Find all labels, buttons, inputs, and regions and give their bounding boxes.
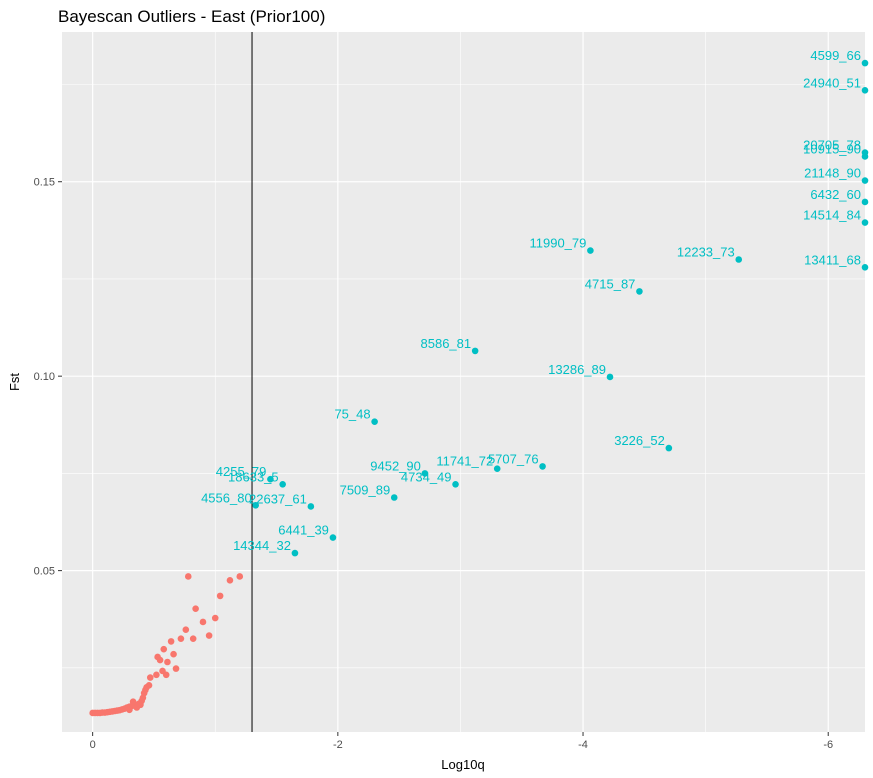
outlier-point: [252, 501, 260, 509]
x-tick-label: -2: [333, 739, 343, 751]
non-outlier-point: [164, 658, 171, 666]
outlier-point: [291, 549, 299, 557]
outlier-label: 13411_68: [804, 252, 861, 267]
non-outlier-point: [129, 698, 137, 705]
outlier-point: [279, 480, 286, 488]
non-outlier-point: [205, 632, 213, 639]
non-outlier-point: [172, 665, 180, 672]
outlier-label: 8586_81: [421, 336, 472, 351]
outlier-point: [539, 463, 546, 470]
outlier-point: [493, 465, 501, 473]
outlier-point: [587, 247, 594, 254]
outlier-point: [452, 480, 459, 488]
x-tick-label: 0: [90, 739, 96, 751]
outlier-label: 22637_61: [249, 491, 307, 506]
x-tick-label: -6: [823, 739, 833, 751]
non-outlier-point: [177, 635, 185, 642]
non-outlier-point: [146, 674, 154, 681]
non-outlier-point: [226, 577, 234, 584]
outlier-label: 18633_5: [228, 469, 279, 484]
outlier-label: 6441_39: [278, 523, 329, 538]
outlier-label: 10915_90: [803, 141, 861, 156]
non-outlier-point: [236, 573, 244, 580]
y-tick-label: 0.15: [34, 177, 55, 189]
y-axis-title: Fst: [7, 373, 22, 391]
outlier-point: [735, 256, 743, 263]
axis-ticks: 0 -2 -4 -6 0.05 0.10 0.15: [34, 177, 834, 751]
outlier-label: 21148_90: [804, 166, 861, 181]
chart-title: Bayescan Outliers - East (Prior100): [58, 7, 325, 26]
outlier-point: [861, 219, 869, 226]
outlier-label: 4734_49: [401, 469, 452, 484]
non-outlier-point: [192, 605, 199, 613]
outlier-label: 11741_72: [436, 454, 493, 469]
outlier-label: 9452_90: [370, 458, 421, 473]
non-outlier-point: [211, 614, 219, 622]
outlier-point: [267, 475, 274, 483]
non-outlier-point: [167, 638, 175, 645]
outlier-point: [861, 87, 869, 94]
outlier-point: [636, 288, 643, 295]
outlier-point: [861, 198, 869, 206]
outlier-point: [606, 373, 614, 381]
outlier-label: 75_48: [334, 407, 370, 422]
non-outlier-point: [182, 626, 190, 634]
y-tick-label: 0.10: [34, 371, 55, 383]
x-axis-title: Log10q: [441, 757, 484, 772]
non-outlier-point: [162, 671, 170, 679]
outlier-point: [371, 418, 378, 425]
outlier-point: [329, 534, 337, 541]
non-outlier-point: [189, 635, 197, 642]
outlier-label: 14514_84: [803, 208, 861, 223]
outlier-label: 4715_87: [585, 276, 636, 291]
outlier-label: 20705_78: [803, 138, 861, 153]
outlier-point: [421, 470, 429, 477]
non-outlier-point: [137, 701, 144, 709]
outlier-label: 12233_73: [677, 245, 735, 260]
outlier-label: 6432_60: [810, 187, 861, 202]
plot-panel: [62, 32, 865, 732]
outlier-point: [665, 444, 673, 452]
non-outlier-point: [199, 618, 207, 626]
non-outlier-point: [126, 706, 133, 714]
outlier-point: [307, 503, 315, 510]
outlier-label: 5707_76: [488, 451, 539, 466]
non-outlier-point: [216, 592, 224, 600]
outlier-label: 7509_89: [340, 483, 391, 498]
non-outlier-point: [184, 573, 192, 580]
grid-lines: [62, 32, 865, 732]
non-outlier-point: [160, 645, 168, 653]
outlier-point: [471, 347, 479, 355]
outlier-point: [861, 59, 869, 67]
outlier-label: 11990_79: [530, 236, 587, 251]
outlier-label: 4556_80: [201, 490, 252, 505]
outlier-label: 4255_79: [216, 464, 267, 479]
outlier-point: [861, 263, 869, 271]
data-points: [89, 59, 869, 717]
non-outlier-point: [89, 709, 96, 717]
x-tick-label: -4: [578, 739, 588, 751]
non-outlier-point: [170, 650, 177, 658]
non-outlier-point: [153, 671, 160, 679]
outlier-point: [861, 153, 869, 160]
outlier-label: 4599_66: [810, 48, 861, 63]
outlier-label: 3226_52: [614, 433, 665, 448]
outlier-label: 24940_51: [803, 75, 861, 90]
non-outlier-point: [156, 656, 164, 664]
outlier-point: [390, 494, 398, 501]
outlier-label: 13286_89: [548, 362, 606, 377]
outlier-label: 14344_32: [233, 538, 291, 553]
y-tick-label: 0.05: [34, 566, 55, 578]
outlier-point: [861, 177, 869, 184]
